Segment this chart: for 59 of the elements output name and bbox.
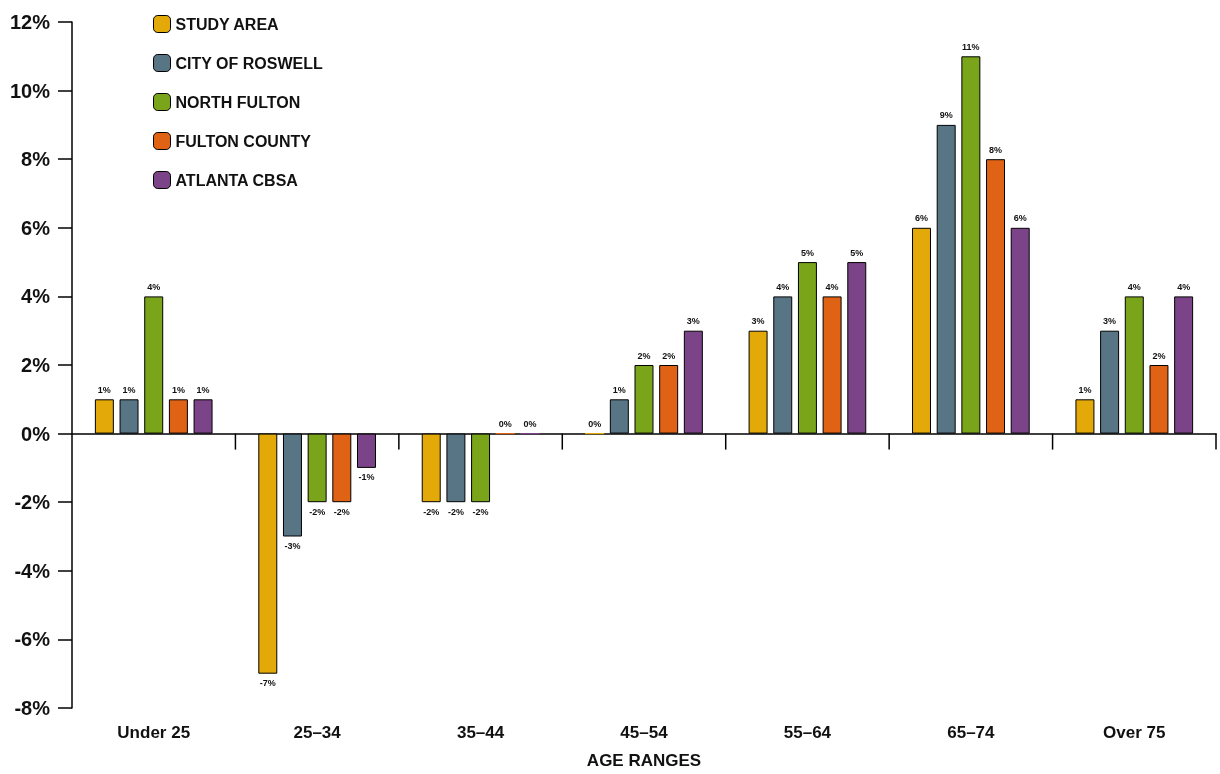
y-tick-label: -4% <box>14 559 51 582</box>
data-label: 4% <box>1177 281 1191 292</box>
data-label: 4% <box>776 281 790 292</box>
data-label: 2% <box>637 350 651 361</box>
data-label: 4% <box>1127 281 1141 292</box>
data-label: 4% <box>825 281 839 292</box>
legend-label: CITY OF ROSWELL <box>175 54 323 72</box>
y-tick-label: 4% <box>21 285 51 308</box>
data-label: 2% <box>662 350 676 361</box>
legend-label: STUDY AREA <box>175 15 280 33</box>
data-label: 5% <box>850 247 864 258</box>
data-label: 1% <box>171 384 185 395</box>
data-label: 1% <box>97 384 111 395</box>
data-label: 0% <box>523 418 537 429</box>
data-label: 1% <box>122 384 136 395</box>
data-label: 0% <box>498 418 512 429</box>
legend-label: NORTH FULTON <box>175 93 301 111</box>
data-label: 6% <box>1013 213 1027 224</box>
data-label: -7% <box>259 678 276 689</box>
data-label: -2% <box>447 506 464 517</box>
data-label: 8% <box>989 144 1003 155</box>
x-axis-title: AGE RANGES <box>586 751 702 770</box>
data-label: 4% <box>147 281 161 292</box>
y-tick-label: -8% <box>14 697 51 719</box>
data-label: 5% <box>800 247 814 258</box>
y-tick-label: 12% <box>9 11 51 33</box>
data-label: 1% <box>1078 384 1092 395</box>
data-label: 3% <box>1103 316 1117 327</box>
legend-label: FULTON COUNTY <box>175 132 312 150</box>
data-label: -2% <box>309 506 326 517</box>
y-tick-label: 2% <box>21 354 51 376</box>
data-label: 9% <box>939 110 953 121</box>
y-tick-label: 8% <box>21 148 51 171</box>
x-tick-label: 45–54 <box>620 723 669 742</box>
x-tick-label: 55–64 <box>783 723 832 742</box>
data-label: 11% <box>962 41 980 52</box>
x-tick-label: 25–34 <box>293 723 342 742</box>
y-tick-label: -6% <box>14 628 51 651</box>
y-tick-label: -2% <box>14 491 51 514</box>
y-tick-label: 0% <box>21 422 51 445</box>
data-label: -2% <box>472 506 489 517</box>
data-label: 6% <box>915 213 929 224</box>
x-tick-label: Over 75 <box>1103 723 1166 742</box>
x-tick-label: Under 25 <box>117 723 191 742</box>
data-label: 3% <box>751 316 765 327</box>
y-tick-label: 6% <box>21 216 51 239</box>
x-tick-label: 35–44 <box>456 723 505 742</box>
x-tick-label: 65–74 <box>947 723 996 742</box>
data-label: -2% <box>333 506 350 517</box>
data-label: 3% <box>686 316 700 327</box>
data-label: -1% <box>358 472 375 483</box>
data-label: 2% <box>1152 350 1166 361</box>
data-label: 1% <box>612 384 626 395</box>
data-label: -3% <box>284 541 301 551</box>
data-label: 0% <box>588 418 602 429</box>
y-tick-label: 10% <box>9 79 51 102</box>
data-label: -2% <box>423 506 440 517</box>
legend-label: ATLANTA CBSA <box>175 171 299 189</box>
data-label: 1% <box>196 384 210 395</box>
